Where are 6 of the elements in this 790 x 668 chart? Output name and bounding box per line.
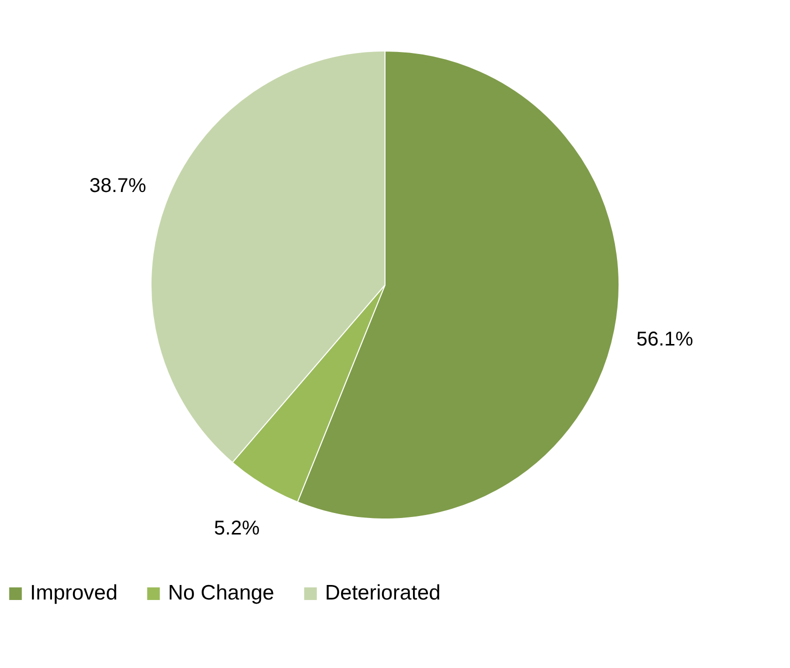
- data-label: 38.7%: [89, 174, 146, 197]
- legend-label: No Change: [168, 582, 274, 605]
- legend-label: Improved: [30, 582, 118, 605]
- data-label: 56.1%: [636, 328, 694, 350]
- legend-label: Deteriorated: [325, 582, 441, 605]
- data-label: 5.2%: [214, 517, 260, 540]
